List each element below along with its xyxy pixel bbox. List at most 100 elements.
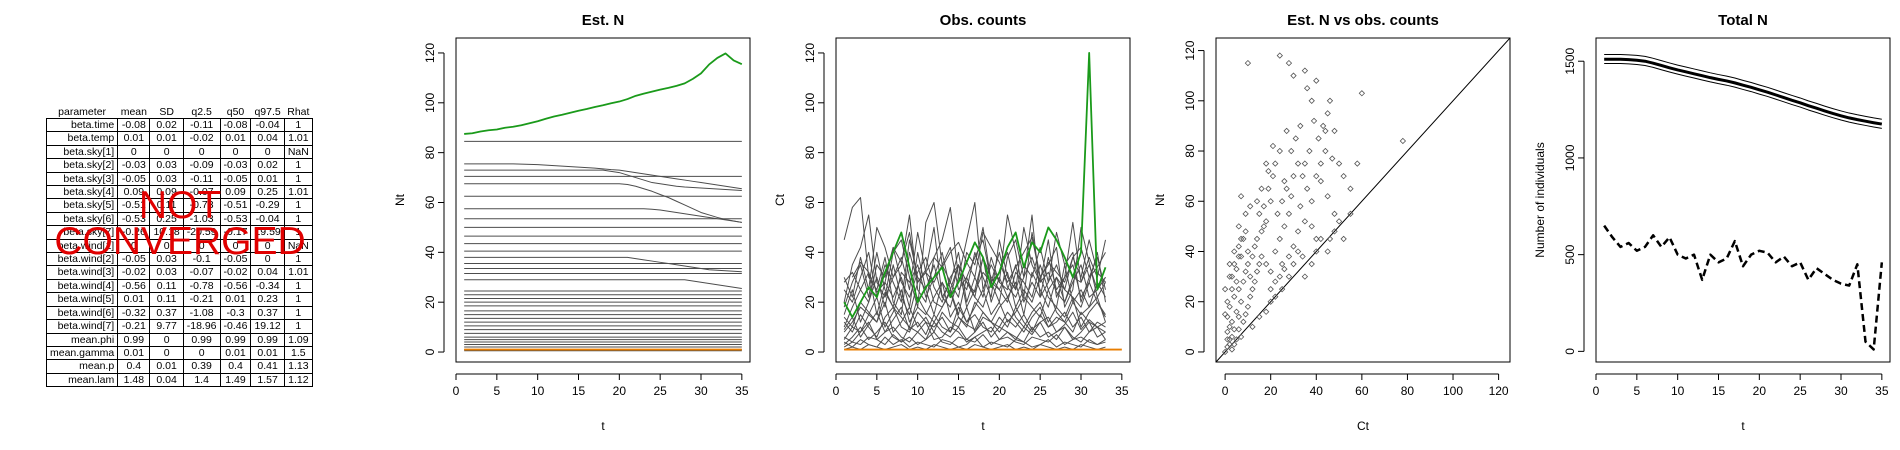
- x-tick-label: 10: [531, 384, 545, 398]
- scatter-point: [1340, 172, 1347, 180]
- scatter-point: [1331, 210, 1338, 217]
- scatter-point: [1269, 172, 1277, 180]
- y-tick-label: 100: [1183, 90, 1197, 110]
- x-axis-label: t: [1741, 419, 1745, 433]
- y-tick-label: 80: [1183, 144, 1197, 158]
- scatter-point: [1262, 260, 1270, 268]
- value-cell: -0.17: [219, 225, 252, 240]
- y-tick-label: 40: [1183, 244, 1197, 258]
- x-tick-label: 80: [1401, 384, 1415, 398]
- value-cell: -0.02: [182, 131, 221, 146]
- table-row: beta.wind[4] -0.56 0.11 -0.78 -0.56 -0.34 1: [45, 278, 313, 294]
- value-cell: 0.09: [117, 185, 151, 200]
- scatter-point: [1267, 268, 1274, 275]
- scatter-point: [1278, 260, 1286, 268]
- x-tick-label: 20: [1264, 384, 1278, 398]
- scatter-point: [1315, 135, 1322, 142]
- x-axis-label: t: [981, 419, 985, 433]
- table-row: beta.temp 0.01 0.01 -0.02 0.01 0.04 1.01: [45, 131, 313, 146]
- value-cell: 0: [149, 144, 184, 160]
- value-cell: 1.01: [283, 185, 313, 200]
- scatter-point: [1294, 228, 1302, 235]
- value-cell: -0.02: [219, 265, 252, 280]
- y-tick-label: 20: [423, 295, 437, 309]
- x-tick-label: 10: [911, 384, 925, 398]
- series-line: [843, 201, 1106, 308]
- parameter-name-cell: beta.wind[2]: [45, 252, 119, 267]
- table-row: mean.phi 0.99 0 0.99 0.99 0.99 1.09: [45, 332, 313, 347]
- value-cell: -0.03: [117, 158, 151, 173]
- scatter-point: [1231, 341, 1238, 348]
- parameter-name-cell: beta.wind[5]: [45, 292, 119, 307]
- scatter-point: [1285, 210, 1293, 217]
- x-tick-label: 0: [833, 384, 840, 398]
- scatter-point: [1324, 193, 1331, 200]
- value-cell: 0.03: [149, 158, 184, 173]
- scatter-point: [1253, 268, 1261, 275]
- scatter-point: [1224, 336, 1231, 343]
- scatter-point: [1278, 198, 1286, 205]
- column-header: q50: [226, 106, 245, 118]
- value-cell: NaN: [283, 144, 313, 160]
- plot-area: [843, 52, 1122, 351]
- table-row: beta.sky[6] -0.53 0.25 -1.03 -0.53 -0.04 1: [45, 211, 313, 227]
- value-cell: 1: [283, 305, 313, 321]
- value-cell: 0.02: [149, 117, 184, 133]
- x-tick-label: 40: [1310, 384, 1324, 398]
- scatter-point: [1231, 293, 1238, 300]
- scatter-point: [1249, 285, 1256, 293]
- scatter-point: [1262, 308, 1270, 315]
- scatter-point: [1242, 268, 1249, 275]
- scatter-point: [1303, 185, 1311, 192]
- value-cell: -0.08: [219, 117, 252, 133]
- scatter-point: [1226, 260, 1233, 268]
- value-cell: -0.03: [219, 158, 252, 173]
- scatter-point: [1233, 278, 1240, 285]
- value-cell: -0.05: [117, 171, 151, 187]
- x-tick-label: 0: [453, 384, 460, 398]
- plot-area: [1603, 53, 1884, 351]
- scatter-point: [1251, 243, 1258, 250]
- value-cell: 0.99: [250, 332, 285, 347]
- scatter-point: [1331, 127, 1338, 135]
- value-cell: 1: [283, 292, 313, 307]
- column-header: SD: [159, 106, 174, 118]
- scatter-point: [1308, 223, 1315, 230]
- value-cell: 0: [182, 238, 221, 254]
- scatter-point: [1242, 311, 1249, 318]
- scatter-point: [1244, 260, 1252, 268]
- value-cell: 0: [219, 144, 252, 160]
- value-cell: 0: [117, 238, 151, 254]
- scatter-point: [1281, 265, 1288, 273]
- y-tick-label: 80: [803, 146, 817, 160]
- table-row: beta.wind[5] 0.01 0.11 -0.21 0.01 0.23 1: [45, 292, 313, 307]
- series-line: [464, 169, 742, 192]
- x-axis-label: Ct: [1357, 419, 1370, 433]
- scatter-point: [1354, 160, 1361, 167]
- scatter-point: [1326, 97, 1334, 104]
- value-cell: 0: [250, 238, 285, 254]
- scatter-point: [1272, 160, 1279, 167]
- y-tick-label: 100: [423, 92, 437, 112]
- scatter-point: [1240, 278, 1247, 285]
- value-cell: -0.07: [182, 185, 221, 200]
- scatter-point: [1299, 172, 1306, 180]
- scatter-point: [1260, 203, 1268, 210]
- y-axis-label: Nt: [393, 193, 407, 206]
- y-tick-label: 40: [803, 245, 817, 259]
- value-cell: -0.04: [250, 117, 285, 133]
- x-tick-label: 30: [1074, 384, 1088, 398]
- scatter-point: [1231, 248, 1238, 255]
- x-axis-label: t: [601, 419, 605, 433]
- scatter-point: [1322, 147, 1329, 155]
- value-cell: 0.09: [149, 185, 184, 200]
- scatter-point: [1228, 333, 1236, 341]
- scatter-point: [1274, 210, 1281, 217]
- scatter-point: [1247, 203, 1254, 210]
- column-header: Rhat: [287, 106, 310, 118]
- scatter-point: [1267, 285, 1274, 293]
- parameter-name-cell: beta.sky[1]: [45, 144, 119, 160]
- scatter-point: [1301, 67, 1309, 74]
- scatter-point: [1313, 235, 1320, 243]
- scatter-point: [1308, 198, 1315, 205]
